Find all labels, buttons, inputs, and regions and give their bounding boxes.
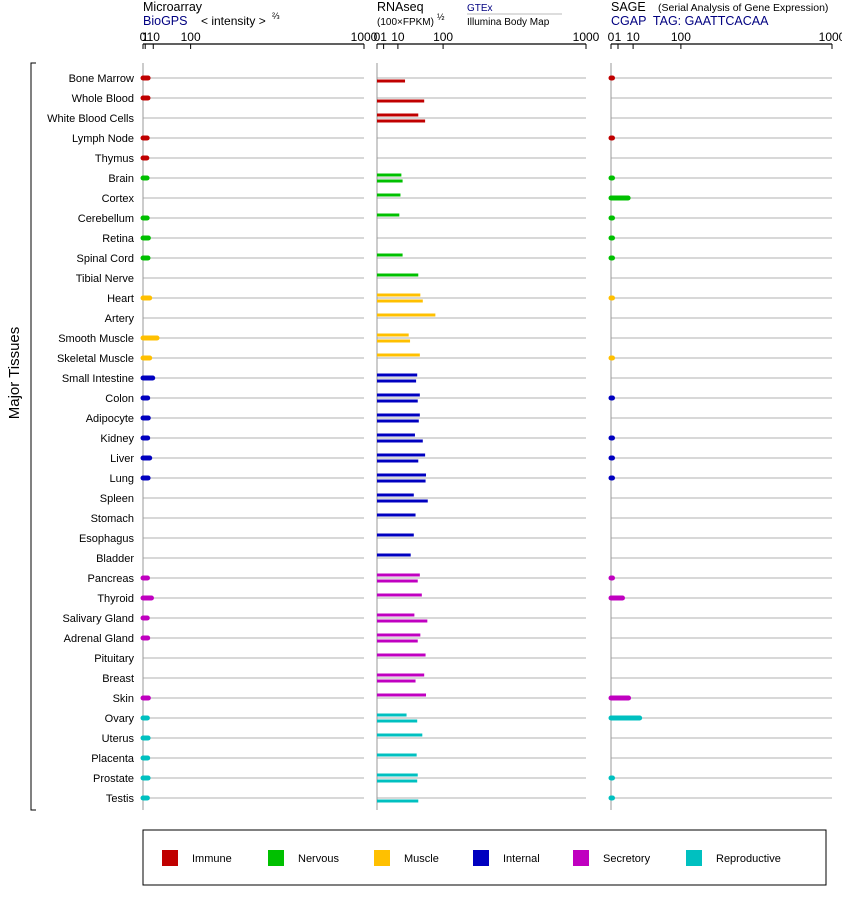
rnaseq-title: RNAseq [377, 0, 424, 14]
rnaseq-panel: 0 1 10 100 1000 [374, 30, 600, 810]
tissue-label: Testis [106, 793, 135, 805]
major-tissues-bracket [30, 62, 36, 811]
tissue-label: Skin [113, 693, 134, 705]
sage-tick-label: 1 [615, 30, 622, 44]
tissue-label: Thymus [95, 153, 135, 165]
legend-label-muscle: Muscle [404, 853, 439, 865]
tissue-label: Esophagus [79, 533, 135, 545]
tissue-label: Pituitary [94, 653, 134, 665]
tissue-label: Uterus [102, 733, 135, 745]
tissue-label: Breast [102, 673, 134, 685]
tissue-label: Adrenal Gland [64, 633, 134, 645]
tissue-label: Heart [107, 293, 134, 305]
rnaseq-tick-label: 0 [374, 30, 381, 44]
sage-note: (Serial Analysis of Gene Expression) [658, 2, 828, 14]
microarray-tick-label: 100 [181, 30, 201, 44]
tissue-label: Colon [105, 393, 134, 405]
legend-swatch-nervous [268, 850, 284, 866]
legend-box [142, 829, 827, 886]
tissue-label: Retina [102, 233, 135, 245]
microarray-title: Microarray [143, 0, 203, 14]
legend-label-secretory: Secretory [603, 853, 651, 865]
tissue-label: Stomach [91, 513, 134, 525]
legend-label-immune: Immune [192, 853, 232, 865]
legend-swatch-muscle [374, 850, 390, 866]
tissue-label: Whole Blood [72, 93, 134, 105]
microarray-tick-label: 1000 [351, 30, 378, 44]
tissue-label: Liver [110, 453, 134, 465]
major-tissues-label: Major Tissues [6, 327, 23, 420]
tissue-label: Cortex [102, 193, 135, 205]
tissue-label: Smooth Muscle [58, 333, 134, 345]
tissue-label: Salivary Gland [62, 613, 134, 625]
rnaseq-tick-label: 10 [391, 30, 405, 44]
legend-swatch-secretory [573, 850, 589, 866]
legend-label-nervous: Nervous [298, 853, 339, 865]
rnaseq-unit-exponent: ½ [437, 12, 445, 22]
rnaseq-tick-label: 1000 [573, 30, 600, 44]
tissue-label: Tibial Nerve [76, 273, 134, 285]
tissue-label: Adipocyte [86, 413, 134, 425]
tissue-label: Pancreas [88, 573, 135, 585]
microarray-tick-label: 1 [142, 30, 149, 44]
sage-panel: 01 10 100 1000 [608, 30, 842, 810]
rnaseq-tick-label: 1 [380, 30, 387, 44]
legend-swatch-immune [162, 850, 178, 866]
microarray-scale-label: < intensity > [201, 14, 266, 28]
rnaseq-tick-label: 100 [433, 30, 453, 44]
tissue-label: Spinal Cord [77, 253, 134, 265]
tissue-label: Lung [110, 473, 134, 485]
rnaseq-ibm-label: Illumina Body Map [467, 17, 550, 28]
tissue-label: Skeletal Muscle [57, 353, 134, 365]
microarray-tick-label: 10 [147, 30, 161, 44]
sage-tick-label: 100 [671, 30, 691, 44]
sage-tag: CGAP TAG: GAATTCACAA [611, 14, 769, 28]
microarray-source: BioGPS [143, 14, 187, 28]
tissue-label: Kidney [100, 433, 134, 445]
legend-swatch-reproductive [686, 850, 702, 866]
sage-title: SAGE [611, 0, 646, 14]
tissue-label: Small Intestine [62, 373, 134, 385]
legend-label-reproductive: Reproductive [716, 853, 781, 865]
sage-tick-label: 10 [626, 30, 640, 44]
tissue-label: Prostate [93, 773, 134, 785]
sage-tick-label: 1000 [819, 30, 842, 44]
legend-label-internal: Internal [503, 853, 540, 865]
legend-swatch-internal [473, 850, 489, 866]
tissue-label: Cerebellum [78, 213, 134, 225]
sage-tick-label: 0 [608, 30, 615, 44]
tissue-label: Spleen [100, 493, 134, 505]
tissue-label: Thyroid [97, 593, 134, 605]
microarray-scale-exponent: ⅔ [272, 11, 280, 21]
tissue-label: Ovary [105, 713, 135, 725]
tissue-label: Bladder [96, 553, 134, 565]
tissue-label: Brain [108, 173, 134, 185]
rnaseq-unit: (100×FPKM) [377, 17, 434, 28]
rnaseq-gtex-label: GTEx [467, 3, 493, 14]
tissue-label: Lymph Node [72, 133, 134, 145]
tissue-label: Artery [105, 313, 135, 325]
tissue-label: Placenta [91, 753, 135, 765]
microarray-tick-label: 0 [140, 30, 147, 44]
tissue-label: White Blood Cells [47, 113, 134, 125]
tissue-label: Bone Marrow [69, 73, 134, 85]
